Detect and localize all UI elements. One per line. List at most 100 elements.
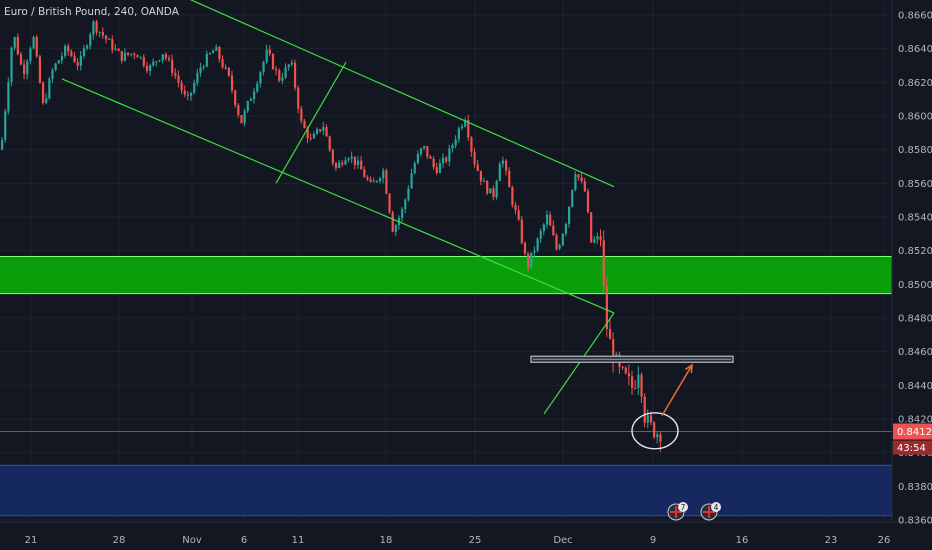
highlight-circle[interactable] (631, 412, 679, 450)
candle-body (193, 83, 196, 93)
candle-body (95, 21, 98, 33)
candle-body (136, 55, 139, 58)
candle-body (561, 233, 564, 246)
candle-body (482, 181, 486, 183)
candle-body (451, 145, 454, 149)
candle-body (435, 167, 438, 173)
candle-body (407, 188, 410, 200)
candle-body (391, 212, 394, 232)
pullback-1-trendline[interactable] (275, 61, 347, 184)
candle-body (410, 173, 413, 189)
candle-body (1, 139, 4, 150)
candle-body (523, 242, 527, 254)
candle-body (142, 56, 145, 66)
time-tick-label: Nov (182, 535, 202, 546)
projection-arrow[interactable] (661, 364, 693, 417)
candle-body (489, 188, 492, 194)
candle-body (385, 170, 388, 194)
candle-body (73, 55, 76, 63)
candle-body (67, 45, 70, 52)
candle-body (533, 250, 536, 253)
candle-body (627, 373, 631, 377)
candle-body (612, 339, 615, 363)
candle-body (517, 210, 520, 220)
candle-body (605, 285, 608, 330)
candle-body (161, 54, 164, 61)
candle-body (64, 45, 67, 56)
candle-body (356, 160, 360, 165)
candle-body (590, 212, 593, 243)
time-tick-label: 28 (113, 535, 126, 546)
candle-body (457, 128, 460, 140)
candle-body (542, 224, 545, 232)
candle-body (265, 49, 268, 62)
candle-body (388, 193, 391, 213)
candle-body (253, 91, 256, 100)
last-price-label: 0.84126 (897, 427, 932, 438)
candle-body (394, 225, 397, 232)
candle-body (237, 105, 240, 116)
candle-body (174, 73, 177, 76)
pullback-2-trendline[interactable] (543, 312, 615, 415)
candle-body (637, 374, 640, 388)
candle-body (448, 148, 451, 162)
candle-body (89, 34, 92, 46)
candle-body (505, 160, 508, 171)
candle-body (70, 51, 73, 56)
countdown-label: 43:54 (897, 443, 926, 454)
candle-body (139, 56, 142, 58)
time-tick-label: 9 (650, 535, 656, 546)
candle-body (155, 61, 158, 63)
candle-body (26, 61, 29, 75)
price-tick-label: 0.83600 (898, 516, 932, 527)
candle-body (536, 238, 539, 251)
drawings[interactable] (0, 0, 892, 450)
candle-body (111, 39, 114, 50)
candle-body (4, 111, 7, 140)
candle-body (486, 181, 489, 194)
candle-body (568, 206, 571, 225)
resistance-zone (0, 256, 892, 294)
channel-upper-trendline[interactable] (168, 0, 615, 188)
candle-body (325, 126, 328, 137)
candle-body (344, 160, 347, 165)
candle-body (564, 224, 568, 234)
candle-body (224, 67, 227, 69)
candle-body (520, 219, 523, 243)
candle-body (297, 87, 300, 109)
candle-body (312, 133, 316, 139)
candle-body (514, 204, 517, 211)
candle-body (580, 177, 583, 182)
candle-body (149, 65, 152, 71)
candle-body (183, 90, 186, 95)
candle-body (316, 129, 319, 134)
candle-body (593, 239, 596, 243)
time-axis[interactable]: 21 28 Nov 6 11 18 25 Dec 9 16 23 26 (25, 535, 891, 546)
candle-body (86, 45, 89, 49)
candle-body (416, 154, 419, 164)
candle-body (167, 57, 171, 60)
candle-body (640, 374, 643, 397)
candle-body (120, 51, 123, 61)
time-tick-label: 11 (292, 535, 305, 546)
candle-body (571, 189, 574, 207)
time-tick-label: 18 (380, 535, 393, 546)
channel-lower-trendline[interactable] (61, 78, 615, 314)
time-tick-label: Dec (553, 535, 572, 546)
candle-body (445, 157, 448, 162)
candle-body (656, 434, 659, 438)
candle-body (303, 120, 306, 128)
candle-body (621, 366, 624, 368)
candle-body (32, 37, 35, 49)
candle-body (467, 120, 470, 138)
countdown-badge (893, 440, 932, 455)
candle-body (218, 46, 221, 60)
candle-body (221, 59, 224, 68)
time-tick-label: 21 (25, 535, 38, 546)
